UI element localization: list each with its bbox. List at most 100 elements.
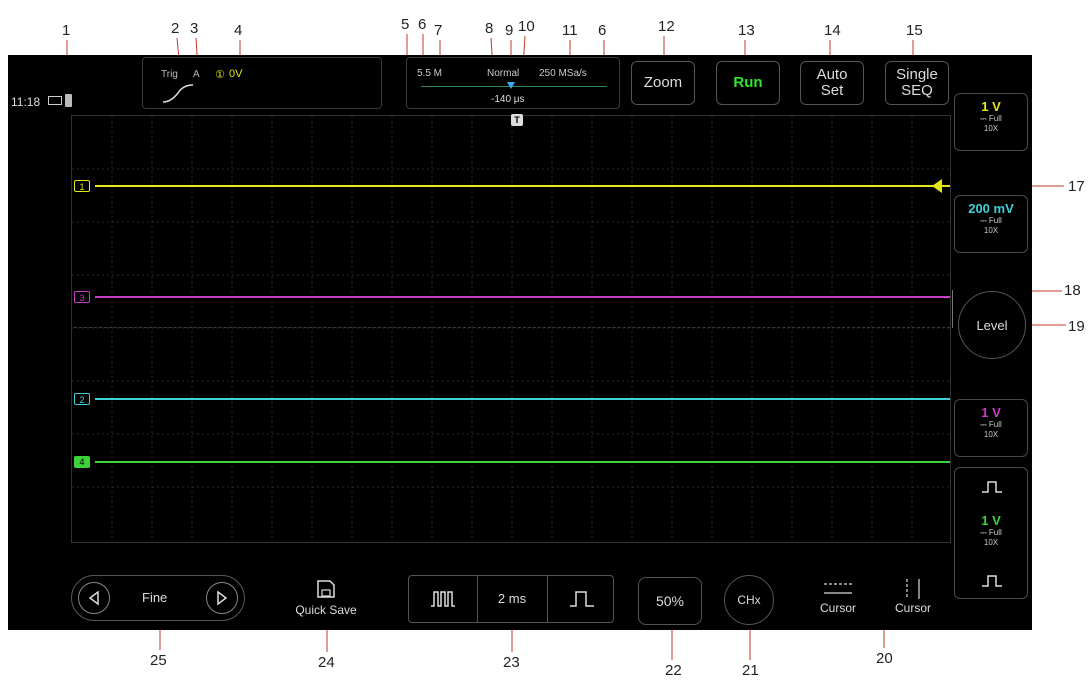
- callout-2: 2: [171, 20, 180, 37]
- callout-6b: 6: [598, 22, 607, 39]
- callout-5: 5: [401, 16, 410, 33]
- memory-depth: 5.5 M: [417, 68, 443, 79]
- trigger-channel: ①: [215, 69, 225, 81]
- battery-icon: [65, 94, 72, 107]
- dc-coupling-icon: ⎓: [980, 420, 987, 429]
- single-seq-button[interactable]: Single SEQ: [885, 61, 949, 105]
- timebase-control[interactable]: 2 ms: [408, 575, 614, 623]
- channel-4-trace: [95, 461, 950, 463]
- timebase-increase-button[interactable]: [547, 576, 616, 622]
- horizontal-cursor-label: Cursor: [819, 601, 856, 615]
- dc-coupling-icon: ⎓: [980, 528, 987, 537]
- callout-12: 12: [658, 18, 675, 35]
- channel-1-marker[interactable]: 1: [74, 180, 90, 192]
- callout-23: 23: [503, 654, 520, 671]
- channel-3-bw: Full: [988, 420, 1002, 429]
- timebase-panel[interactable]: 5.5 M Normal 250 MSa/s -140 μs: [406, 57, 620, 109]
- fine-control[interactable]: Fine: [71, 575, 245, 621]
- channel-4-scale-box[interactable]: 1 V ⎓ Full 10X: [954, 467, 1028, 599]
- zoom-button[interactable]: Zoom: [631, 61, 695, 105]
- channel-2-scale-box[interactable]: 200 mV ⎓ Full 10X: [954, 195, 1028, 253]
- trigger-level-arrow[interactable]: [932, 179, 942, 193]
- trigger-info-panel[interactable]: Trig A ① 0V: [142, 57, 382, 109]
- auto-set-button[interactable]: Auto Set: [800, 61, 864, 105]
- channel-select-button[interactable]: CHx: [724, 575, 774, 625]
- channel-2-marker[interactable]: 2: [74, 393, 90, 405]
- callout-9: 9: [505, 22, 514, 39]
- trigger-label: Trig: [161, 69, 178, 80]
- callout-17: 17: [1068, 178, 1085, 195]
- vertical-cursor-label: Cursor: [894, 601, 931, 615]
- waveform-grid[interactable]: [71, 115, 951, 543]
- channel-3-trace: [95, 296, 950, 298]
- callout-6a: 6: [418, 16, 427, 33]
- channel-2-bw: Full: [988, 216, 1002, 225]
- callout-1: 1: [62, 22, 71, 39]
- previous-button[interactable]: [78, 582, 110, 614]
- single-seq-line2: SEQ: [901, 82, 933, 99]
- trigger-time-marker[interactable]: T: [511, 114, 523, 126]
- callout-7: 7: [434, 22, 443, 39]
- rising-edge-icon: [162, 84, 194, 103]
- callout-11: 11: [562, 22, 578, 39]
- callout-14: 14: [824, 22, 841, 39]
- sample-rate: 250 MSa/s: [539, 68, 587, 79]
- monitor-icon: [48, 96, 62, 105]
- oscilloscope-screen: 11:18 Trig A ① 0V 5.5 M Normal 250 MSa/s…: [8, 55, 1032, 630]
- channel-3-probe: 10X: [983, 430, 999, 439]
- channel-1-scale-box[interactable]: 1 V ⎓ Full 10X: [954, 93, 1028, 151]
- triangle-left-icon: [88, 590, 99, 606]
- callout-19: 19: [1068, 318, 1085, 335]
- callout-8: 8: [485, 20, 494, 37]
- trigger-level-line: [74, 327, 950, 328]
- callout-4: 4: [234, 22, 243, 39]
- trigger-position-marker: [507, 82, 515, 89]
- channel-1-bw: Full: [988, 114, 1002, 123]
- run-button[interactable]: Run: [716, 61, 780, 105]
- auto-set-line1: Auto: [816, 66, 848, 83]
- vertical-cursor-button[interactable]: Cursor: [886, 577, 940, 623]
- acquisition-mode: Normal: [487, 68, 520, 79]
- channel-3-scale-box[interactable]: 1 V ⎓ Full 10X: [954, 399, 1028, 457]
- trigger-level: 0V: [229, 68, 243, 80]
- fine-label: Fine: [142, 590, 168, 605]
- callout-18: 18: [1064, 282, 1081, 299]
- channel-2-probe: 10X: [983, 226, 999, 235]
- pulse-train-icon: [431, 591, 455, 607]
- trigger-source: A: [193, 69, 200, 80]
- vertical-cursor-icon: [906, 579, 920, 599]
- grid-lines: [72, 116, 950, 542]
- next-button[interactable]: [206, 582, 238, 614]
- timebase-decrease-button[interactable]: [409, 576, 478, 622]
- quick-save-label: Quick Save: [295, 603, 357, 617]
- channel-3-marker[interactable]: 3: [74, 291, 90, 303]
- trigger-level-indicator: [952, 290, 953, 328]
- dc-coupling-icon: ⎓: [980, 216, 987, 225]
- channel-4-scale: 1 V: [981, 513, 1001, 528]
- quick-save-button[interactable]: Quick Save: [286, 579, 366, 625]
- callout-21: 21: [742, 662, 759, 679]
- channel-3-scale: 1 V: [981, 405, 1001, 420]
- callout-10: 10: [518, 18, 535, 35]
- pulse-wide-icon: [982, 481, 1002, 493]
- channel-1-trace: [95, 185, 950, 187]
- pulse-single-icon: [570, 591, 594, 607]
- time-per-division: 2 ms: [497, 591, 527, 606]
- save-icon: [317, 580, 335, 598]
- callout-25: 25: [150, 652, 167, 669]
- triangle-right-icon: [217, 590, 228, 606]
- callout-15: 15: [906, 22, 923, 39]
- callout-3: 3: [190, 20, 199, 37]
- trigger-offset: -140 μs: [491, 94, 525, 105]
- trigger-level-button[interactable]: Level: [958, 291, 1026, 359]
- channel-2-trace: [95, 398, 950, 400]
- horizontal-cursor-button[interactable]: Cursor: [812, 577, 864, 623]
- dc-coupling-icon: ⎓: [980, 114, 987, 123]
- callout-22: 22: [665, 662, 682, 679]
- channel-4-marker[interactable]: 4: [74, 456, 90, 468]
- single-seq-line1: Single: [896, 66, 938, 83]
- horizontal-cursor-icon: [824, 583, 852, 594]
- channel-1-scale: 1 V: [981, 99, 1001, 114]
- pulse-narrow-icon: [982, 575, 1002, 587]
- fifty-percent-button[interactable]: 50%: [638, 577, 702, 625]
